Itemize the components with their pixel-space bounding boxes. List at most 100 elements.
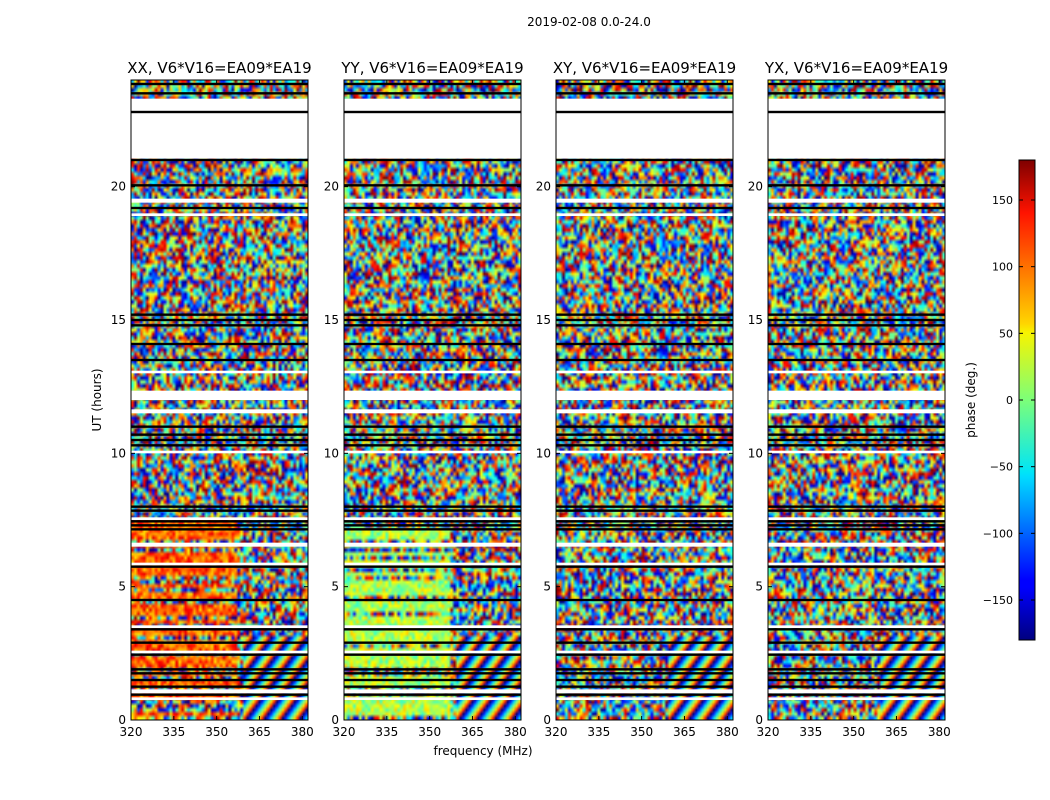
flagged-row	[556, 505, 733, 508]
blank-band	[768, 562, 945, 566]
panel-frame	[767, 79, 946, 721]
flagged-row	[768, 184, 945, 187]
blank-band	[556, 697, 733, 700]
flagged-row	[768, 313, 945, 316]
blank-band	[131, 213, 308, 216]
flagged-row	[131, 82, 308, 86]
blank-band	[131, 409, 308, 414]
blank-band	[556, 132, 733, 159]
blank-band	[768, 98, 945, 134]
x-tick-label: 320	[545, 725, 568, 739]
blank-band	[131, 650, 308, 654]
y-tick-label: 0	[543, 713, 551, 727]
panel-frame	[130, 79, 309, 721]
flagged-row	[768, 92, 945, 95]
x-tick-label: 365	[461, 725, 484, 739]
panel-1: YY, V6*V16=EA09*EA19 320 335 350 365 380 0 5 10 1…	[324, 59, 527, 739]
flagged-row	[131, 184, 308, 187]
blank-band	[131, 689, 308, 694]
blank-band	[768, 697, 945, 700]
blank-band	[131, 132, 308, 159]
y-tick-label: 15	[324, 313, 339, 327]
x-tick-label: 320	[120, 725, 143, 739]
blank-band	[131, 542, 308, 547]
flagged-row	[344, 158, 521, 162]
flagged-row	[131, 505, 308, 508]
x-tick-label: 335	[162, 725, 185, 739]
blank-band	[131, 562, 308, 566]
flagged-row	[556, 318, 733, 322]
flagged-row	[768, 598, 945, 602]
blank-band	[556, 370, 733, 374]
y-tick-label: 5	[331, 580, 339, 594]
flagged-row	[556, 509, 733, 512]
x-tick-label: 320	[757, 725, 780, 739]
blank-band	[344, 390, 521, 400]
flagged-row	[556, 206, 733, 210]
flagged-row	[344, 672, 521, 675]
panel-frame	[555, 79, 734, 721]
blank-band	[556, 517, 733, 520]
flagged-row	[131, 444, 308, 447]
blank-band	[131, 390, 308, 400]
flagged-row	[556, 628, 733, 631]
colorbar-tick-label: −150	[983, 594, 1013, 607]
blank-band	[344, 409, 521, 414]
x-tick-label: 335	[375, 725, 398, 739]
flagged-row	[131, 528, 308, 531]
panel-title: YY, V6*V16=EA09*EA19	[340, 59, 523, 77]
blank-band	[768, 132, 945, 159]
flagged-row	[344, 438, 521, 442]
blank-band	[131, 450, 308, 454]
y-tick-label: 20	[748, 180, 763, 194]
blank-band	[131, 98, 308, 134]
flagged-row	[344, 565, 521, 568]
flagged-row	[344, 641, 521, 644]
flagged-row	[131, 565, 308, 568]
panel-title: XX, V6*V16=EA09*EA19	[127, 59, 311, 77]
flagged-row	[768, 520, 945, 523]
flagged-row	[131, 641, 308, 644]
flagged-row	[768, 528, 945, 531]
x-tick-label: 350	[205, 725, 228, 739]
panel-0: XX, V6*V16=EA09*EA19 320 335 350 365 380 0 5 10 1…	[111, 59, 314, 739]
flagged-row	[344, 318, 521, 322]
colorbar: 150 100 50 0 −50 −100 −150 phase (deg.)	[964, 159, 1036, 641]
x-tick-label: 320	[333, 725, 356, 739]
flagged-row	[556, 342, 733, 346]
y-tick-label: 10	[748, 446, 763, 460]
flagged-row	[556, 528, 733, 531]
y-tick-label: 15	[748, 313, 763, 327]
blank-band	[344, 132, 521, 159]
x-tick-label: 380	[504, 725, 527, 739]
flagged-row	[768, 641, 945, 644]
y-tick-label: 15	[111, 313, 126, 327]
flagged-row	[344, 668, 521, 671]
blank-band	[556, 625, 733, 628]
flagged-row	[556, 324, 733, 327]
flagged-row	[556, 425, 733, 428]
flagged-row	[556, 433, 733, 436]
y-tick-label: 10	[536, 446, 551, 460]
blank-band	[344, 370, 521, 374]
blank-band	[556, 650, 733, 654]
flagged-row	[344, 598, 521, 602]
blank-band	[768, 409, 945, 414]
flagged-row	[556, 693, 733, 696]
y-tick-label: 10	[324, 446, 339, 460]
panel-3: YX, V6*V16=EA09*EA19 320 335 350 365 380 0 5 10 1…	[748, 59, 951, 739]
blank-band	[344, 625, 521, 628]
flagged-row	[131, 324, 308, 327]
flagged-row	[344, 358, 521, 362]
flagged-row	[556, 158, 733, 162]
flagged-row	[131, 158, 308, 162]
flagged-row	[131, 206, 308, 210]
flagged-row	[556, 668, 733, 671]
flagged-row	[556, 565, 733, 568]
flagged-row	[768, 342, 945, 346]
blank-band	[344, 213, 521, 216]
colorbar-tick-label: −100	[983, 527, 1013, 540]
flagged-row	[768, 509, 945, 512]
blank-band	[344, 689, 521, 694]
